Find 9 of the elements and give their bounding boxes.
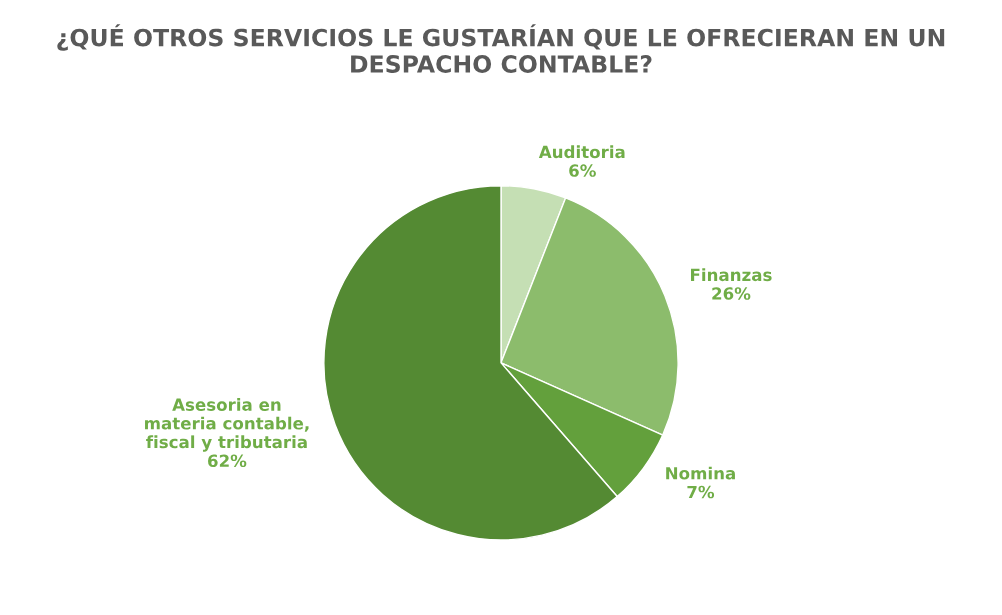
data-label: 6% xyxy=(569,164,596,177)
data-label: 62% xyxy=(208,454,247,468)
data-label: 7% xyxy=(687,485,715,499)
data-label: 26% xyxy=(712,287,751,300)
slice-label: Auditoria xyxy=(538,145,625,159)
slice-label: Asesoria en materia contable, fiscal y tributaria xyxy=(145,398,309,452)
chart-title: ¿QUÉ OTROS SERVICIOS LE GUSTARÍAN QUE LE OFRECIERAN EN UN DESPACHO CONTABLE? xyxy=(57,24,945,73)
slice-label: Finanzas xyxy=(691,268,772,282)
slice-label: Nomina xyxy=(666,466,735,480)
